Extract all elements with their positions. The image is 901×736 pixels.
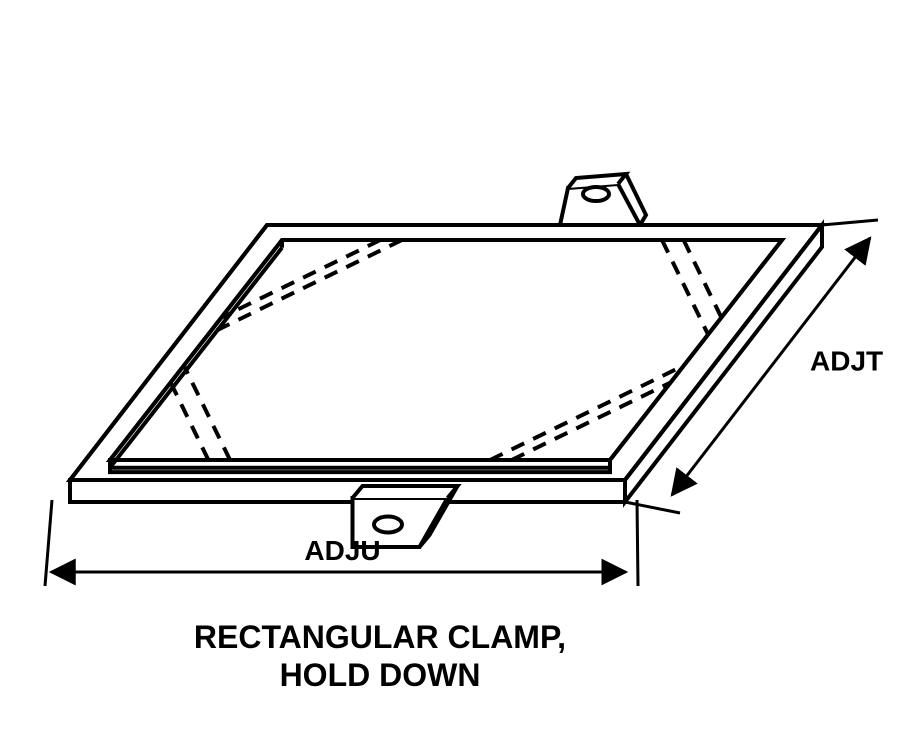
front-tab-hole <box>374 517 402 533</box>
frame-front-face <box>70 480 625 502</box>
diagram-title-line1: RECTANGULAR CLAMP, <box>194 619 566 655</box>
dim-depth-label: ADJT <box>810 346 883 377</box>
clamp-diagram: ADJU ADJT RECTANGULAR CLAMP, HOLD DOWN <box>0 0 901 736</box>
back-tab-hole <box>583 187 609 201</box>
diagram-title-line2: HOLD DOWN <box>280 657 481 693</box>
dim-width-label: ADJU <box>304 535 380 566</box>
